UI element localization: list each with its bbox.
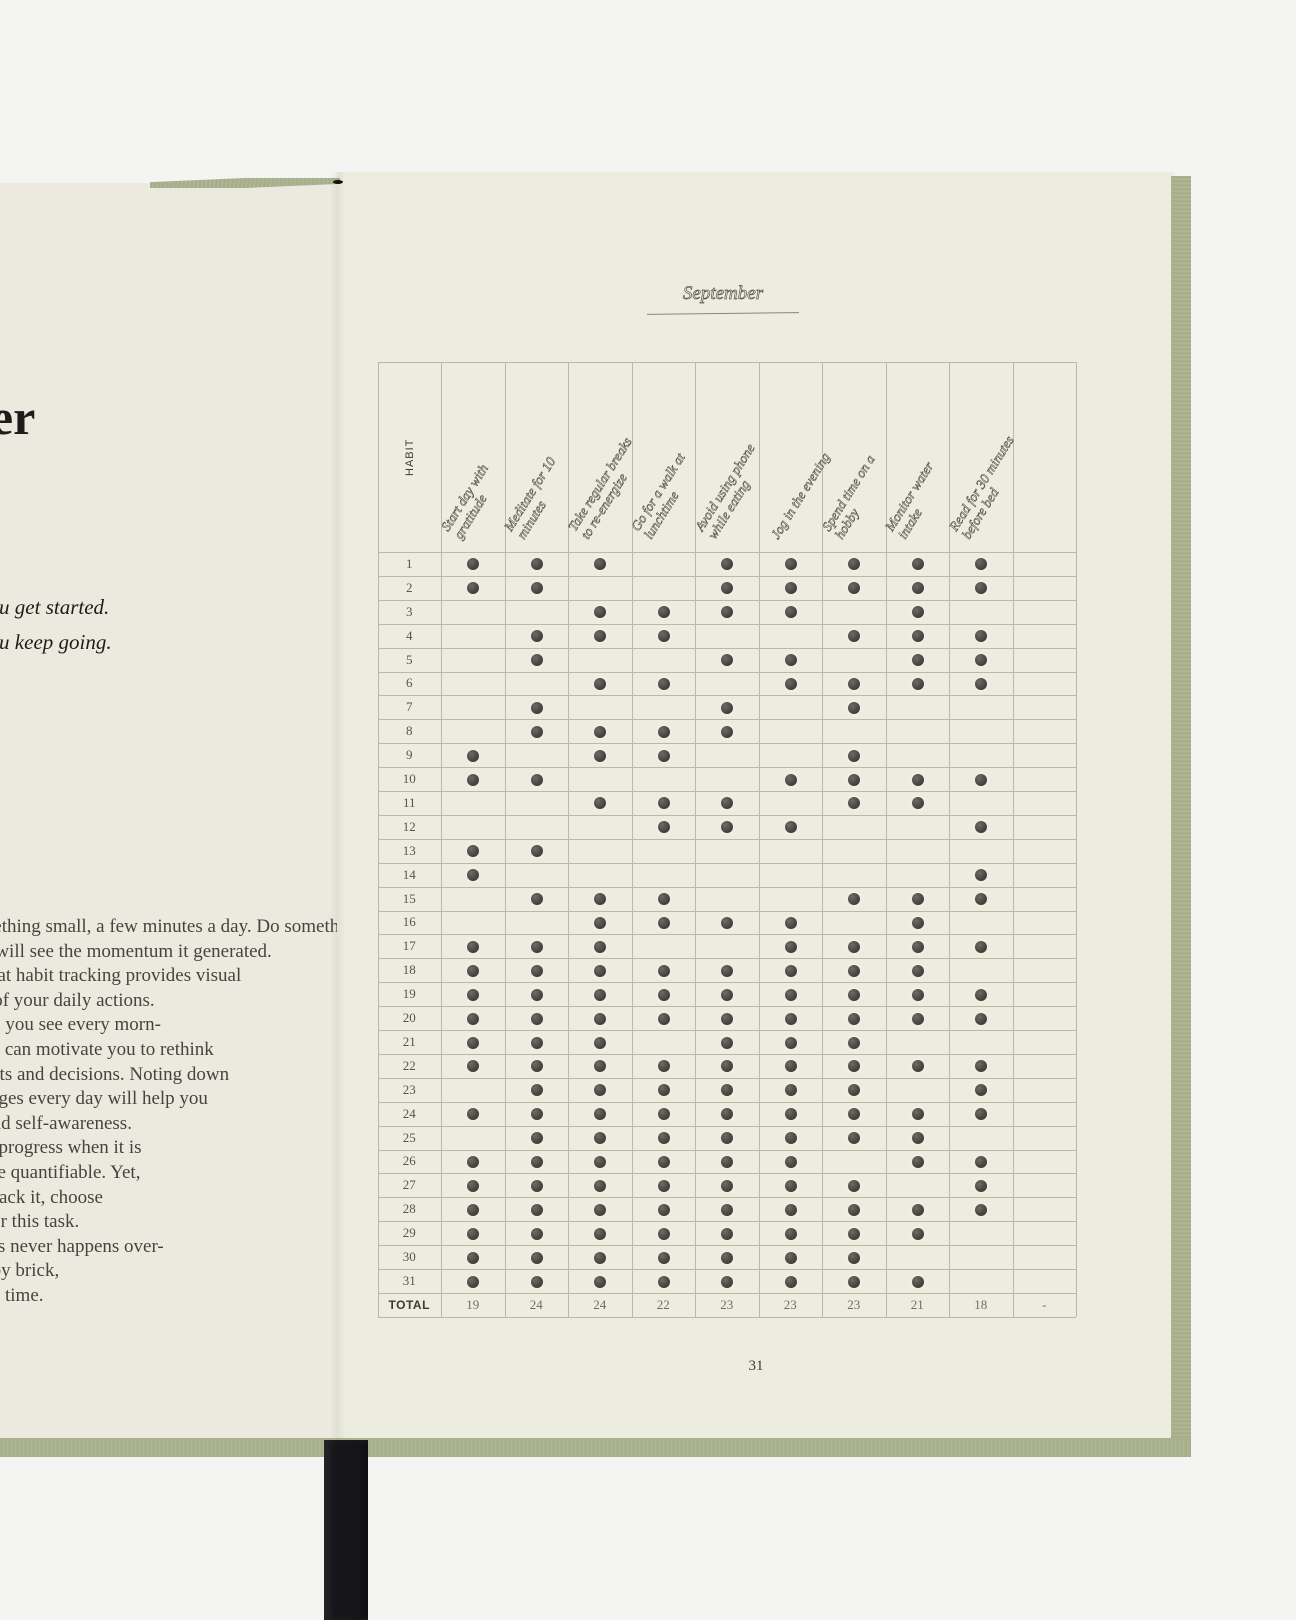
svg-text:September: September [683,283,764,304]
